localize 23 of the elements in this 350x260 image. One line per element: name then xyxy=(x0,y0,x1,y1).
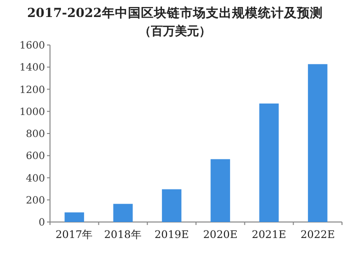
y-tick-label: 1200 xyxy=(20,84,45,96)
x-tick-label: 2017年 xyxy=(55,229,94,241)
y-tick-label: 1600 xyxy=(20,40,45,52)
y-tick-label: 1000 xyxy=(20,106,45,118)
bar xyxy=(162,189,182,222)
x-tick-label: 2018年 xyxy=(104,229,142,241)
bar xyxy=(210,159,230,222)
y-tick-label: 400 xyxy=(26,173,45,184)
bar xyxy=(113,204,133,222)
chart-subtitle: （百万美元） xyxy=(139,24,211,38)
y-tick-label: 600 xyxy=(26,151,45,162)
x-tick-label: 2022E xyxy=(300,229,335,241)
chart-title: 2017-2022年中国区块链市场支出规模统计及预测 xyxy=(27,5,323,20)
bar xyxy=(259,104,279,222)
x-tick-label: 2021E xyxy=(252,229,286,241)
y-tick-label: 1400 xyxy=(20,62,45,74)
y-tick-label: 200 xyxy=(26,195,45,206)
x-tick-label: 2019E xyxy=(154,229,189,241)
x-tick-label: 2020E xyxy=(203,229,238,241)
bar xyxy=(64,212,84,222)
y-tick-label: 0 xyxy=(38,218,45,228)
bar xyxy=(308,64,328,222)
y-tick-label: 800 xyxy=(26,129,45,140)
